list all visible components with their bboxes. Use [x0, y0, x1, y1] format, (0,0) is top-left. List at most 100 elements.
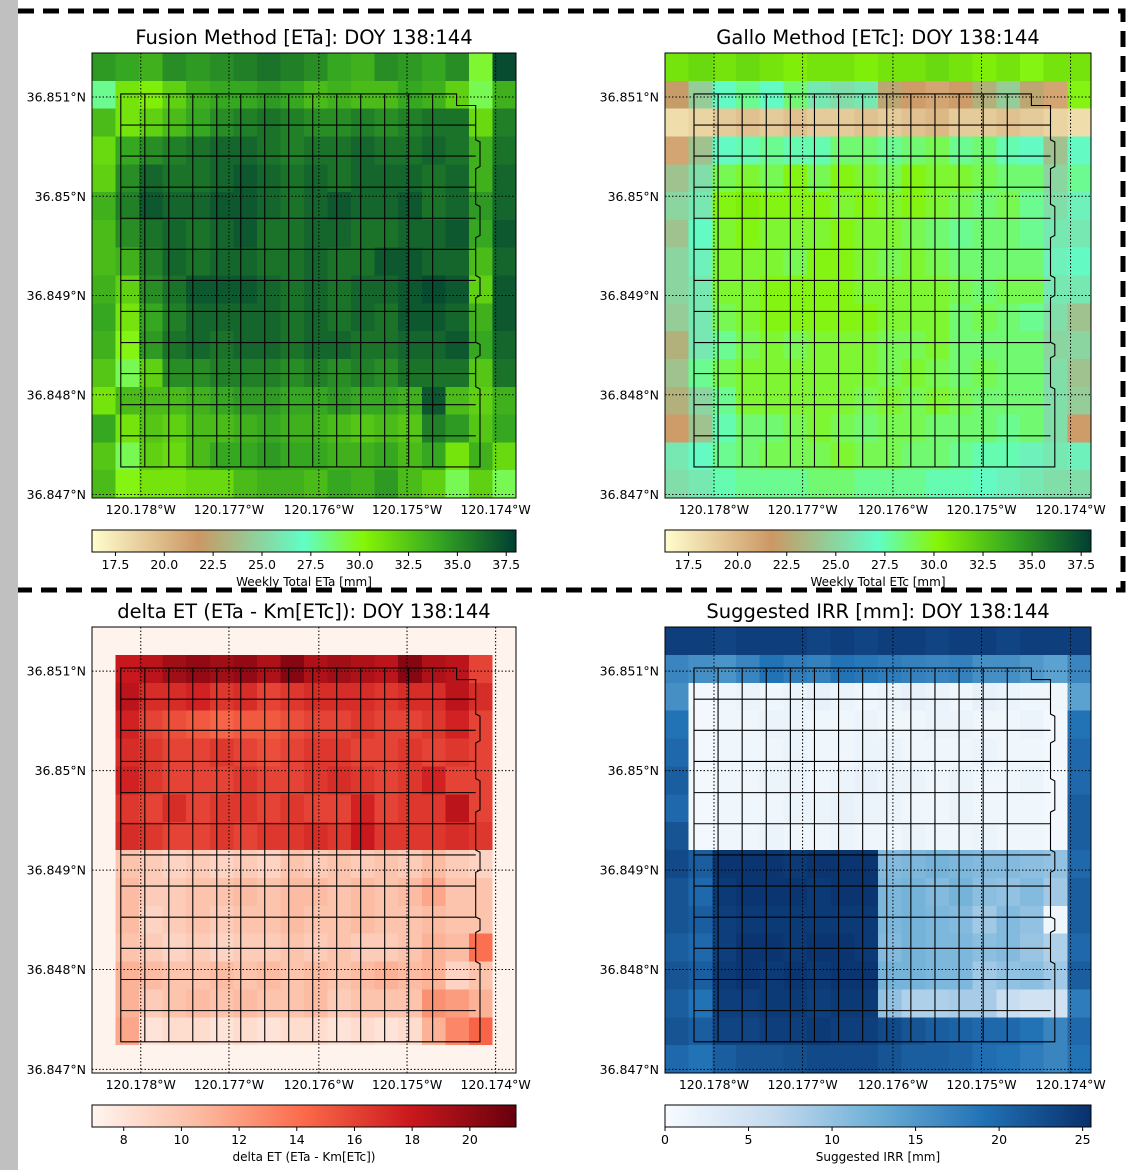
heatmap-cell — [256, 794, 282, 823]
heatmap-cell — [996, 682, 1021, 712]
heatmap-cell — [256, 877, 282, 907]
heatmap-cell — [327, 219, 352, 249]
heatmap-cell — [830, 108, 855, 138]
heatmap-cell — [233, 1045, 258, 1074]
heatmap-cell — [256, 164, 282, 193]
heatmap-cell — [256, 989, 282, 1018]
heatmap-cell — [445, 627, 470, 656]
heatmap-cell — [139, 682, 164, 712]
heatmap-cell — [351, 442, 376, 471]
heatmap-cell — [256, 627, 282, 656]
heatmap-cell — [209, 682, 234, 712]
heatmap-cell — [445, 219, 470, 249]
y-tick-label: 36.851°N — [600, 664, 659, 679]
heatmap-cell — [807, 654, 832, 684]
heatmap-cell — [783, 794, 808, 823]
heatmap-cell — [139, 247, 164, 277]
heatmap-cell — [972, 275, 997, 304]
heatmap-cell — [280, 627, 305, 656]
heatmap-cell — [996, 961, 1021, 990]
heatmap-cell — [878, 108, 903, 138]
heatmap-cell — [925, 414, 950, 443]
colorbar-tick-label: 30.0 — [920, 557, 948, 572]
heatmap-cell — [712, 442, 737, 471]
heatmap-cell — [878, 331, 903, 360]
heatmap-cell — [398, 192, 423, 221]
heatmap-cell — [209, 850, 234, 879]
heatmap-cell — [972, 136, 997, 165]
heatmap-cell — [736, 738, 761, 767]
heatmap-cell — [139, 877, 164, 907]
heatmap-cell — [209, 164, 234, 193]
heatmap-cell — [351, 989, 376, 1018]
colorbar-tick-label: 18 — [404, 1132, 420, 1147]
heatmap-cell — [712, 710, 737, 740]
heatmap-cell — [783, 219, 808, 249]
heatmap-cell — [421, 961, 446, 990]
heatmap-cell — [233, 136, 258, 165]
heatmap-cell — [304, 164, 329, 193]
heatmap-cell — [1043, 682, 1068, 712]
heatmap-cell — [256, 108, 282, 138]
heatmap-cell — [712, 247, 737, 277]
heatmap-cell — [854, 164, 879, 193]
heatmap-cell — [949, 1045, 974, 1074]
heatmap-cell — [115, 192, 140, 221]
heatmap-cell — [736, 850, 761, 879]
colorbar-tick-label: 10 — [173, 1132, 189, 1147]
heatmap-cell — [901, 442, 926, 471]
heatmap-cell — [1020, 710, 1045, 740]
heatmap-cell — [688, 303, 713, 332]
heatmap-cell — [688, 331, 713, 360]
heatmap-cell — [115, 738, 140, 767]
heatmap-cell — [949, 108, 974, 138]
heatmap-cell — [996, 738, 1021, 767]
heatmap-cell — [665, 1017, 690, 1046]
heatmap-cell — [665, 1045, 690, 1074]
heatmap-cell — [304, 710, 329, 740]
heatmap-cell — [783, 275, 808, 304]
heatmap-cell — [139, 164, 164, 193]
y-tick-label: 36.848°N — [27, 962, 86, 977]
heatmap-cell — [492, 219, 517, 249]
heatmap-cell — [445, 905, 470, 935]
heatmap-cell — [1043, 1017, 1068, 1046]
heatmap-cell — [854, 794, 879, 823]
colorbar-tick-label: 25 — [1075, 1132, 1091, 1147]
heatmap-cell — [807, 303, 832, 332]
heatmap-cell — [398, 1045, 423, 1074]
heatmap-cell — [256, 1045, 282, 1074]
heatmap-cell — [783, 766, 808, 795]
heatmap-cell — [759, 108, 784, 138]
heatmap-cell — [878, 766, 903, 795]
heatmap-cell — [736, 192, 761, 221]
heatmap-cell — [854, 627, 879, 656]
heatmap-cell — [186, 1017, 211, 1046]
colorbar-tick-label: 5 — [745, 1132, 753, 1147]
heatmap-cell — [186, 989, 211, 1018]
heatmap-cell — [327, 136, 352, 165]
heatmap-cell — [374, 386, 399, 416]
heatmap-cell — [783, 247, 808, 277]
heatmap-cell — [304, 682, 329, 712]
heatmap-cell — [759, 219, 784, 249]
heatmap-cell — [351, 247, 376, 277]
heatmap-cell — [830, 219, 855, 249]
heatmap-cell — [807, 850, 832, 879]
heatmap-cell — [972, 682, 997, 712]
heatmap-cell — [688, 738, 713, 767]
heatmap-cell — [901, 164, 926, 193]
heatmap-cell — [759, 850, 784, 879]
heatmap-cell — [233, 822, 258, 851]
heatmap-cell — [139, 905, 164, 935]
heatmap-cell — [280, 247, 305, 277]
colorbar-tick-label: 20 — [991, 1132, 1007, 1147]
heatmap-cell — [209, 414, 234, 443]
heatmap-cell — [115, 654, 140, 684]
heatmap-cell — [759, 961, 784, 990]
heatmap-cell — [1043, 331, 1068, 360]
heatmap-cell — [162, 275, 187, 304]
y-tick-label: 36.85°N — [608, 189, 659, 204]
heatmap-cell — [665, 710, 690, 740]
heatmap-cell — [374, 164, 399, 193]
